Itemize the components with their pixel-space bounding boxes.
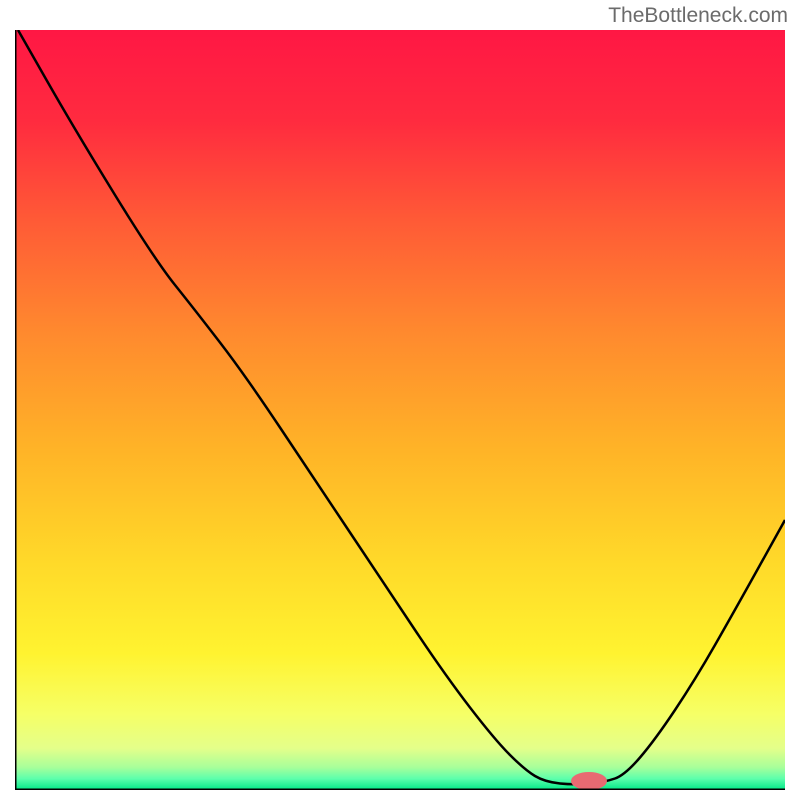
- bottleneck-chart: [15, 30, 785, 790]
- optimal-marker: [571, 772, 607, 790]
- chart-background: [15, 30, 785, 790]
- watermark-text: TheBottleneck.com: [608, 4, 788, 28]
- chart-svg: [15, 30, 785, 790]
